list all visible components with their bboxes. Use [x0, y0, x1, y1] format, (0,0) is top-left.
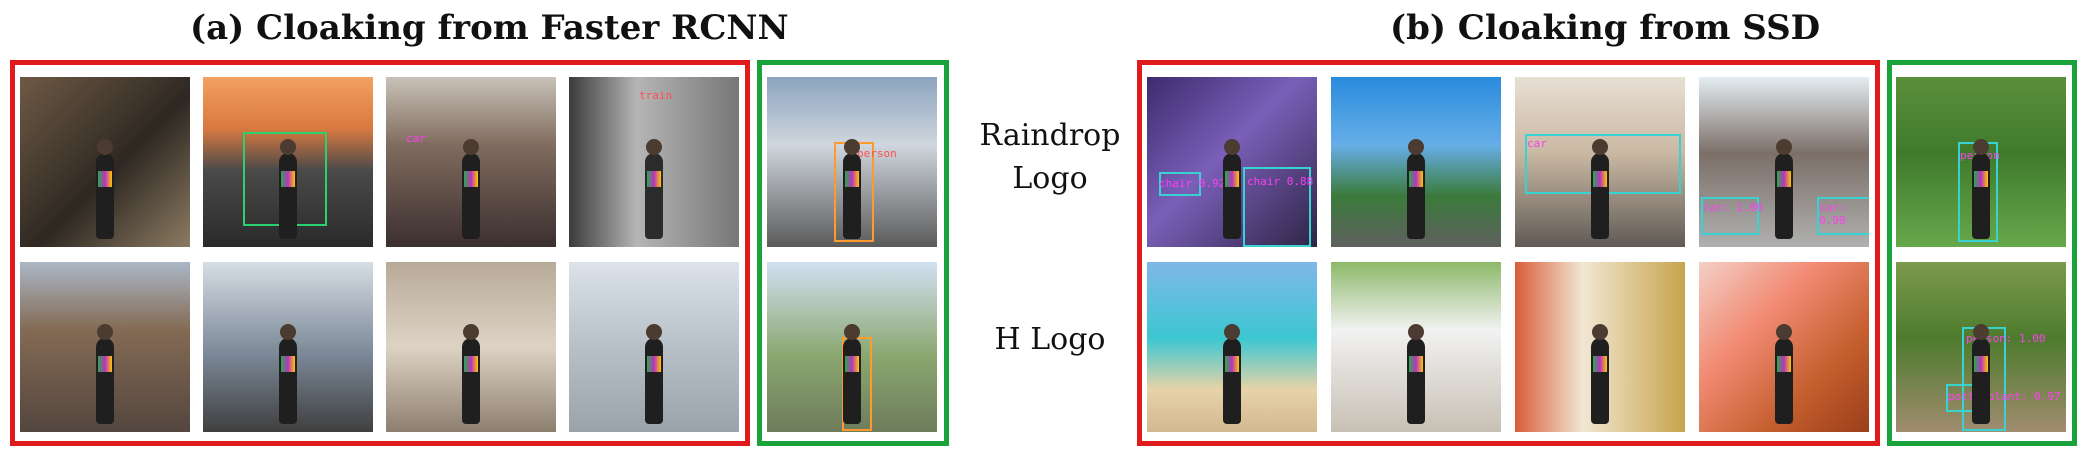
row-label-h-logo: H Logo	[994, 322, 1106, 357]
person-figure	[1972, 139, 1990, 239]
thumb-b-bottom-3	[1515, 262, 1685, 432]
thumb-b-bottom-2	[1331, 262, 1501, 432]
thumb-a-top-4: train	[569, 77, 739, 247]
person-figure	[96, 324, 114, 424]
person-figure	[1972, 324, 1990, 424]
person-figure	[1775, 139, 1793, 239]
person-figure	[645, 139, 663, 239]
detection-box	[1817, 197, 1869, 235]
thumb-a-bottom-1	[20, 262, 190, 432]
thumb-b-top-1: chair 0.92 chair 0.88	[1147, 77, 1317, 247]
person-figure	[1223, 324, 1241, 424]
panel-a-red-frame	[10, 60, 750, 446]
thumb-a-bottom-4	[569, 262, 739, 432]
person-figure	[96, 139, 114, 239]
person-figure	[1591, 139, 1609, 239]
detection-label: car: 1.00	[1703, 201, 1763, 214]
row-label-raindrop: Raindrop Logo	[955, 118, 1145, 196]
thumb-b-top-2	[1331, 77, 1501, 247]
thumb-b-top-4: car: 1.00 car: 0.99	[1699, 77, 1869, 247]
detection-box	[1159, 172, 1201, 196]
person-figure	[462, 324, 480, 424]
thumb-b-bottom-1	[1147, 262, 1317, 432]
thumb-a-bottom-3	[386, 262, 556, 432]
detection-label: car	[406, 132, 426, 145]
detection-label: pottedplant: 0.97	[1948, 390, 2061, 403]
thumb-a-top-5: person	[767, 77, 937, 247]
detection-label: train	[639, 89, 673, 102]
detection-label: car: 0.99	[1819, 201, 1846, 227]
person-figure	[1407, 324, 1425, 424]
person-figure	[1223, 139, 1241, 239]
panel-b-green-frame	[1887, 60, 2077, 446]
detection-label: person	[857, 147, 897, 160]
thumb-b-bottom-4	[1699, 262, 1869, 432]
thumb-a-top-3: car	[386, 77, 556, 247]
person-figure	[1407, 139, 1425, 239]
thumb-a-top-2	[203, 77, 373, 247]
thumb-a-bottom-2	[203, 262, 373, 432]
row-label-raindrop-line2: Logo	[1012, 161, 1088, 196]
detection-box	[1701, 197, 1759, 235]
person-figure	[1775, 324, 1793, 424]
person-figure	[1591, 324, 1609, 424]
thumb-a-bottom-5	[767, 262, 937, 432]
thumb-b-top-3: car	[1515, 77, 1685, 247]
person-figure	[462, 139, 480, 239]
row-label-raindrop-line1: Raindrop	[979, 118, 1121, 153]
panel-b-red-frame	[1137, 60, 1880, 446]
thumb-a-top-1	[20, 77, 190, 247]
person-figure	[843, 139, 861, 239]
detection-label: car	[1527, 137, 1547, 150]
panel-a-title: (a) Cloaking from Faster RCNN	[190, 8, 789, 48]
thumb-b-top-5: person	[1896, 77, 2066, 247]
detection-label: chair 0.92	[1159, 177, 1226, 190]
panel-b-title: (b) Cloaking from SSD	[1390, 8, 1821, 48]
thumb-b-bottom-5: person: 1.00 pottedplant: 0.97	[1896, 262, 2066, 432]
person-figure	[279, 324, 297, 424]
detection-box	[1243, 167, 1311, 247]
person-figure	[843, 324, 861, 424]
person-figure	[279, 139, 297, 239]
detection-label: chair 0.88	[1247, 175, 1314, 188]
panel-a-green-frame	[757, 60, 949, 446]
person-figure	[645, 324, 663, 424]
